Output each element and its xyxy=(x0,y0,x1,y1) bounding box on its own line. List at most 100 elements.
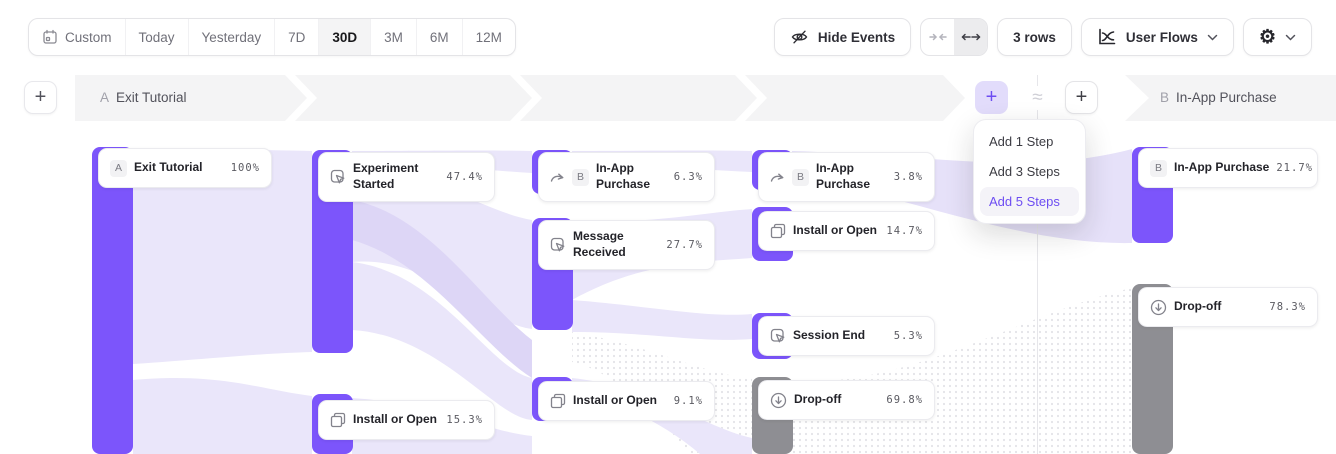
event-icon xyxy=(550,237,566,253)
node-percent: 3.8% xyxy=(893,171,923,183)
date-range-group: Custom Today Yesterday 7D 30D 3M 6M 12M xyxy=(28,18,516,56)
node-percent: 15.3% xyxy=(446,414,483,426)
node-percent: 9.1% xyxy=(673,395,703,407)
flow-step-segment[interactable] xyxy=(745,75,965,121)
copy-icon xyxy=(550,393,566,409)
event-badge: B xyxy=(572,168,589,186)
node-label: In-App Purchase xyxy=(596,161,651,191)
flow-node-drop-off[interactable]: Drop-off 78.3% xyxy=(1138,287,1318,327)
node-label: Install or Open xyxy=(793,223,878,238)
flow-step-segment[interactable] xyxy=(1125,75,1336,121)
flow-end-step-label: B In-App Purchase xyxy=(1160,75,1277,121)
gear-icon: ⚙ xyxy=(1258,26,1276,48)
toolbar-right: Hide Events 3 rows User Flows ⚙ xyxy=(773,18,1312,56)
node-percent: 5.3% xyxy=(893,330,923,342)
node-label: Install or Open xyxy=(353,412,438,427)
date-range-today[interactable]: Today xyxy=(126,19,189,55)
hide-events-button[interactable]: Hide Events xyxy=(773,18,912,56)
jump-icon xyxy=(550,172,565,183)
add-step-left-button[interactable]: + xyxy=(24,81,57,114)
flow-node-message-received[interactable]: Message Received 27.7% xyxy=(538,220,715,270)
chevron-down-icon xyxy=(1207,34,1218,41)
event-icon xyxy=(330,169,346,185)
date-range-3m[interactable]: 3M xyxy=(371,19,417,55)
node-percent: 27.7% xyxy=(666,239,703,251)
jump-icon xyxy=(770,172,785,183)
node-label: In-App Purchase xyxy=(816,161,871,191)
flow-step-segment[interactable] xyxy=(520,75,757,121)
rows-button[interactable]: 3 rows xyxy=(997,18,1072,56)
user-flows-icon xyxy=(1097,28,1117,46)
event-badge: B xyxy=(1150,159,1167,177)
flow-node-install-or-open[interactable]: Install or Open 9.1% xyxy=(538,381,715,421)
event-badge: A xyxy=(110,159,127,177)
date-range-label: Yesterday xyxy=(201,29,262,45)
menu-item-add-1-step[interactable]: Add 1 Step xyxy=(989,134,1054,149)
view-selector-label: User Flows xyxy=(1125,29,1198,45)
view-selector[interactable]: User Flows xyxy=(1080,18,1234,56)
node-label: Drop-off xyxy=(794,392,842,407)
node-percent: 100% xyxy=(230,162,260,174)
eye-off-icon xyxy=(790,28,809,46)
copy-icon xyxy=(770,223,786,239)
date-range-label: 6M xyxy=(429,29,449,45)
date-range-custom[interactable]: Custom xyxy=(29,19,126,55)
step-letter: A xyxy=(100,90,110,105)
node-label: Drop-off xyxy=(1174,299,1222,314)
event-badge: B xyxy=(792,168,809,186)
rows-label: 3 rows xyxy=(1013,29,1056,45)
flow-node-in-app-purchase[interactable]: B In-App Purchase 6.3% xyxy=(538,152,715,202)
flow-node-session-end[interactable]: Session End 5.3% xyxy=(758,316,935,356)
node-label: Message Received xyxy=(573,229,626,259)
date-range-12m[interactable]: 12M xyxy=(463,19,515,55)
width-toggle xyxy=(920,18,989,56)
add-step-button[interactable]: + xyxy=(1065,81,1098,114)
date-range-7d[interactable]: 7D xyxy=(275,19,320,55)
expand-columns-button[interactable] xyxy=(954,19,988,55)
date-range-label: Today xyxy=(138,29,175,45)
node-percent: 69.8% xyxy=(886,394,923,406)
node-label: Experiment Started xyxy=(353,161,419,191)
flow-node-exit-tutorial[interactable]: A Exit Tutorial 100% xyxy=(98,148,272,188)
flow-step-segment[interactable] xyxy=(295,75,532,121)
step-title: Exit Tutorial xyxy=(116,90,187,105)
flow-node-in-app-purchase[interactable]: B In-App Purchase 21.7% xyxy=(1138,148,1318,188)
step-letter: B xyxy=(1160,90,1170,105)
date-range-yesterday[interactable]: Yesterday xyxy=(189,19,276,55)
step-title: In-App Purchase xyxy=(1176,90,1277,105)
node-percent: 78.3% xyxy=(1269,301,1306,313)
flow-node-in-app-purchase[interactable]: B In-App Purchase 3.8% xyxy=(758,152,935,202)
flow-node-experiment-started[interactable]: Experiment Started 47.4% xyxy=(318,152,495,202)
node-label: Session End xyxy=(793,328,866,343)
menu-item-add-3-steps[interactable]: Add 3 Steps xyxy=(989,164,1060,179)
flow-node-install-or-open[interactable]: Install or Open 15.3% xyxy=(318,400,495,440)
date-range-30d[interactable]: 30D xyxy=(319,19,372,55)
date-range-label: 3M xyxy=(384,29,403,45)
flow-node-drop-off[interactable]: Drop-off 69.8% xyxy=(758,380,935,420)
node-label: Install or Open xyxy=(573,393,658,408)
flow-step-segment[interactable] xyxy=(75,75,307,121)
add-step-button-active[interactable]: + xyxy=(975,81,1008,114)
settings-menu-button[interactable]: ⚙ xyxy=(1242,18,1312,56)
node-label: In-App Purchase xyxy=(1174,160,1270,175)
dropoff-icon xyxy=(770,392,787,409)
flow-bar-exit-tutorial[interactable] xyxy=(92,147,133,454)
collapse-columns-button[interactable] xyxy=(921,19,954,55)
copy-icon xyxy=(330,412,346,428)
date-range-6m[interactable]: 6M xyxy=(417,19,463,55)
dropoff-icon xyxy=(1150,299,1167,316)
flow-node-install-or-open[interactable]: Install or Open 14.7% xyxy=(758,211,935,251)
node-percent: 21.7% xyxy=(1276,162,1313,174)
date-range-label: 12M xyxy=(475,29,502,45)
flow-group-divider xyxy=(1037,75,1038,454)
toolbar: Custom Today Yesterday 7D 30D 3M 6M 12M Hide Ev… xyxy=(28,18,1312,56)
approx-icon: ≈ xyxy=(1026,86,1049,110)
menu-item-add-5-steps[interactable]: Add 5 Steps xyxy=(980,187,1079,216)
date-range-label: 30D xyxy=(332,29,358,45)
chevron-down-icon xyxy=(1285,34,1296,41)
node-percent: 47.4% xyxy=(446,171,483,183)
flow-start-step-label: A Exit Tutorial xyxy=(100,75,187,121)
add-step-menu: Add 1 Step Add 3 Steps Add 5 Steps xyxy=(973,119,1086,224)
